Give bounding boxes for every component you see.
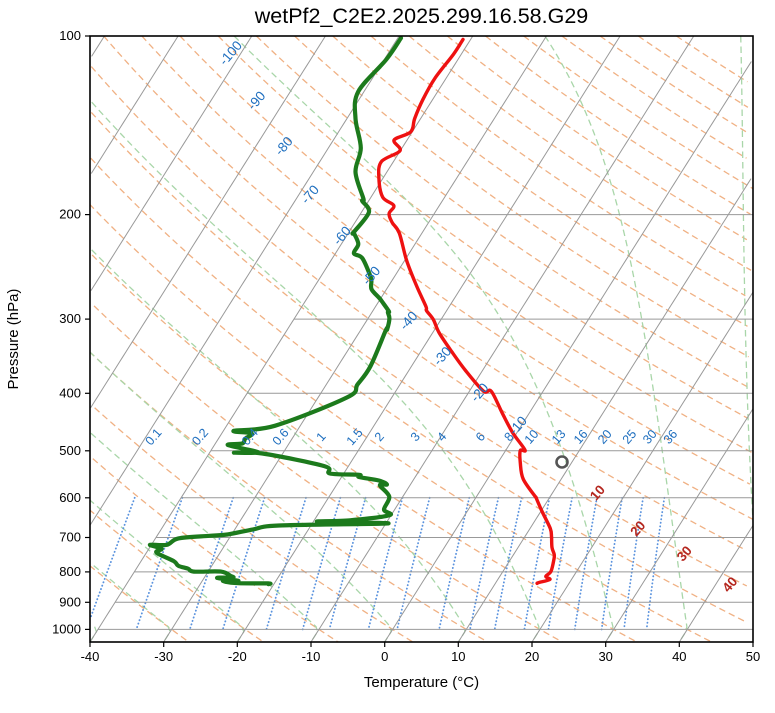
svg-text:40: 40 xyxy=(672,649,686,664)
svg-text:800: 800 xyxy=(59,564,81,579)
svg-text:0: 0 xyxy=(381,649,388,664)
svg-text:-10: -10 xyxy=(302,649,321,664)
svg-text:-40: -40 xyxy=(81,649,100,664)
svg-text:wetPf2_C2E2.2025.299.16.58.G29: wetPf2_C2E2.2025.299.16.58.G29 xyxy=(254,4,589,28)
svg-text:10: 10 xyxy=(451,649,465,664)
svg-text:30: 30 xyxy=(598,649,612,664)
svg-text:-30: -30 xyxy=(154,649,173,664)
svg-text:600: 600 xyxy=(59,490,81,505)
svg-text:100: 100 xyxy=(59,28,81,43)
svg-text:400: 400 xyxy=(59,385,81,400)
svg-text:300: 300 xyxy=(59,311,81,326)
svg-text:1000: 1000 xyxy=(52,621,81,636)
svg-text:50: 50 xyxy=(746,649,760,664)
svg-text:200: 200 xyxy=(59,207,81,222)
svg-text:Pressure (hPa): Pressure (hPa) xyxy=(5,289,22,390)
svg-text:Temperature (°C): Temperature (°C) xyxy=(364,674,479,691)
svg-text:500: 500 xyxy=(59,443,81,458)
svg-text:900: 900 xyxy=(59,594,81,609)
svg-text:700: 700 xyxy=(59,530,81,545)
svg-text:20: 20 xyxy=(525,649,539,664)
svg-text:-20: -20 xyxy=(228,649,247,664)
